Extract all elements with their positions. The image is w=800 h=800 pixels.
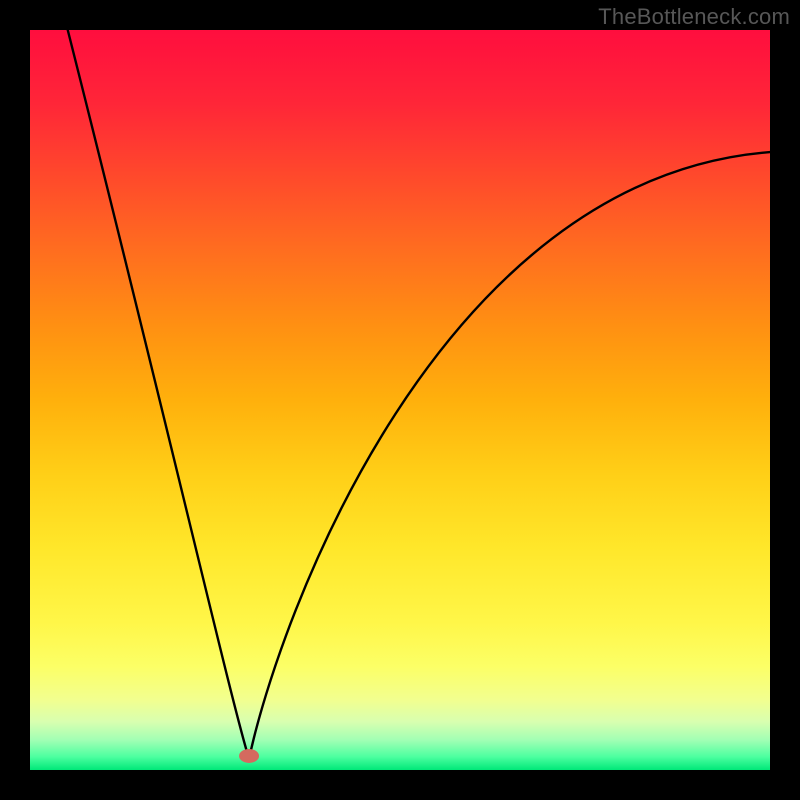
watermark-text: TheBottleneck.com — [598, 4, 790, 30]
chart-svg — [0, 0, 800, 800]
chart-container: TheBottleneck.com — [0, 0, 800, 800]
optimum-marker — [239, 749, 259, 763]
plot-area — [30, 30, 770, 770]
